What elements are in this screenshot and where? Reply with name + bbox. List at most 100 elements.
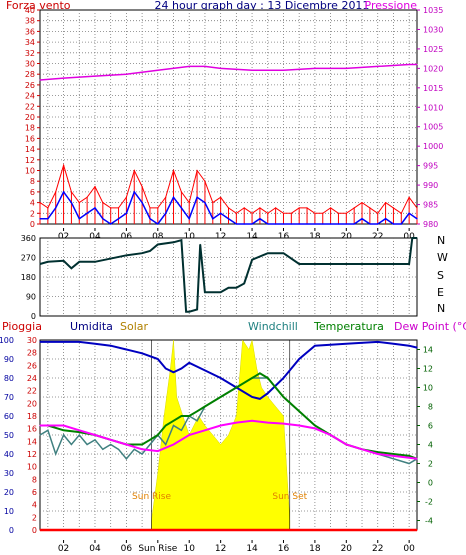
direction-line-point — [172, 241, 175, 243]
pressure-line-point — [377, 65, 379, 67]
left-tick-label-0: 0 — [30, 220, 35, 229]
wind-force-label: Forza vento — [6, 0, 71, 12]
wind-line-point — [275, 223, 277, 225]
compass-label-w: W — [437, 251, 448, 264]
windchill-line-point — [47, 429, 49, 431]
windchill-line-point — [70, 443, 72, 446]
humidity-line-point — [172, 371, 175, 373]
dew-point-line-point — [204, 429, 206, 431]
wind-line-point — [392, 223, 394, 225]
pressure-line-point — [314, 67, 316, 69]
humidity-line-point — [259, 398, 261, 400]
rain-tick-label-0: 0 — [32, 526, 37, 535]
gust-line-point — [353, 207, 355, 209]
dew-point-line-point — [125, 443, 127, 446]
wind-line-point — [133, 191, 135, 193]
wind-line-point — [330, 223, 332, 225]
humidity-tick-label-20: 20 — [4, 488, 14, 497]
wind-line-point — [55, 207, 57, 209]
humidity-line-point — [377, 341, 379, 343]
dew-point-line-point — [377, 453, 379, 455]
right-tick-label-995: 995 — [423, 162, 438, 171]
temperature-tick-label-14: 14 — [423, 346, 433, 355]
gust-line-point — [259, 207, 261, 209]
wind-line-point — [86, 212, 88, 214]
rain-tick-label-24: 24 — [27, 374, 37, 383]
left-tick-label-36: 36 — [25, 27, 35, 36]
direction-tick-label-270: 270 — [21, 254, 36, 263]
wind-direction-grid — [40, 238, 417, 316]
wind-line-point — [141, 202, 143, 204]
wind-line-point — [251, 223, 253, 225]
temperature-line-point — [377, 451, 379, 453]
windchill-line-point — [125, 458, 127, 460]
gust-line-point — [377, 212, 379, 214]
rain-tick-label-26: 26 — [27, 361, 37, 370]
left-tick-label-14: 14 — [25, 145, 35, 154]
humidity-line-point — [314, 345, 316, 347]
dew-point-line-point — [172, 443, 175, 446]
right-tick-label-1030: 1030 — [423, 25, 443, 34]
rain-tick-label-14: 14 — [27, 437, 37, 446]
temperature-tick-label-2: -2 — [425, 498, 433, 507]
wind-line-point — [290, 223, 292, 225]
x-tick-label-14: 14 — [246, 544, 258, 554]
humidity-line-point — [196, 366, 198, 368]
temperature-tick-label-4: -4 — [425, 517, 433, 526]
gust-line-point — [94, 186, 96, 188]
dew-point-line-point — [267, 422, 269, 424]
temperature-tick-label-2: 2 — [428, 460, 433, 469]
rain-tick-label-12: 12 — [27, 450, 37, 459]
dew-point-line-point — [314, 427, 316, 429]
dew-point-line-point — [298, 424, 300, 427]
humidity-line-point — [110, 345, 112, 347]
direction-line-point — [125, 254, 127, 256]
temperature-line-point — [259, 372, 261, 374]
wind-line-point — [117, 218, 120, 220]
wind-pressure-axes: 0246810121416182022242628303234363840980… — [25, 6, 444, 242]
temperature-line-point — [172, 420, 175, 422]
humidity-tick-label-70: 70 — [4, 393, 14, 402]
gust-line-point — [47, 207, 49, 209]
humidity-tick-label-0: 0 — [9, 526, 14, 535]
left-tick-label-10: 10 — [25, 167, 35, 176]
compass-label-n: N — [437, 302, 445, 315]
direction-line-point — [157, 243, 159, 246]
legend: Pioggia Umidita Solar Windchill Temperatura D… — [2, 320, 466, 333]
direction-line-point — [196, 308, 198, 311]
left-tick-label-4: 4 — [30, 199, 35, 208]
direction-line-point — [199, 243, 201, 246]
direction-tick-label-180: 180 — [21, 273, 36, 282]
gust-line-point — [385, 202, 387, 204]
temperature-line-point — [275, 386, 277, 389]
wind-line-point — [282, 223, 285, 225]
dew-point-line-point — [141, 448, 143, 450]
wind-line-point — [235, 223, 237, 225]
wind-line-point — [227, 218, 230, 220]
direction-line-point — [377, 263, 379, 265]
legend-item-umidita: Umidita — [70, 320, 113, 333]
x-tick-label-10: 10 — [184, 544, 196, 554]
gust-line-point — [282, 212, 285, 214]
gust-line-point — [55, 191, 57, 193]
gust-line-point — [361, 202, 363, 204]
temperature-line-point — [298, 410, 300, 412]
x-tick-label-08: 08 — [152, 232, 164, 242]
humidity-line-point — [180, 367, 182, 370]
gust-line-point — [165, 196, 167, 198]
rain-line-point — [416, 529, 418, 531]
pressure-line-point — [125, 73, 127, 75]
temperature-tick-label-0: 0 — [428, 479, 433, 488]
left-tick-label-16: 16 — [25, 134, 35, 143]
direction-line-point — [411, 237, 413, 239]
humidity-tick-label-30: 30 — [4, 469, 14, 478]
x-tick-label-sun-rise: Sun Rise — [138, 544, 177, 554]
legend-item-solar: Solar — [120, 320, 149, 333]
wind-line-point — [337, 223, 340, 225]
wind-direction-plot-frame — [39, 237, 418, 317]
right-tick-label-980: 980 — [423, 220, 438, 229]
gust-line-point — [188, 202, 190, 204]
left-tick-label-24: 24 — [25, 92, 35, 101]
wind-line-point — [196, 196, 198, 198]
temperature-line-point — [196, 410, 198, 412]
